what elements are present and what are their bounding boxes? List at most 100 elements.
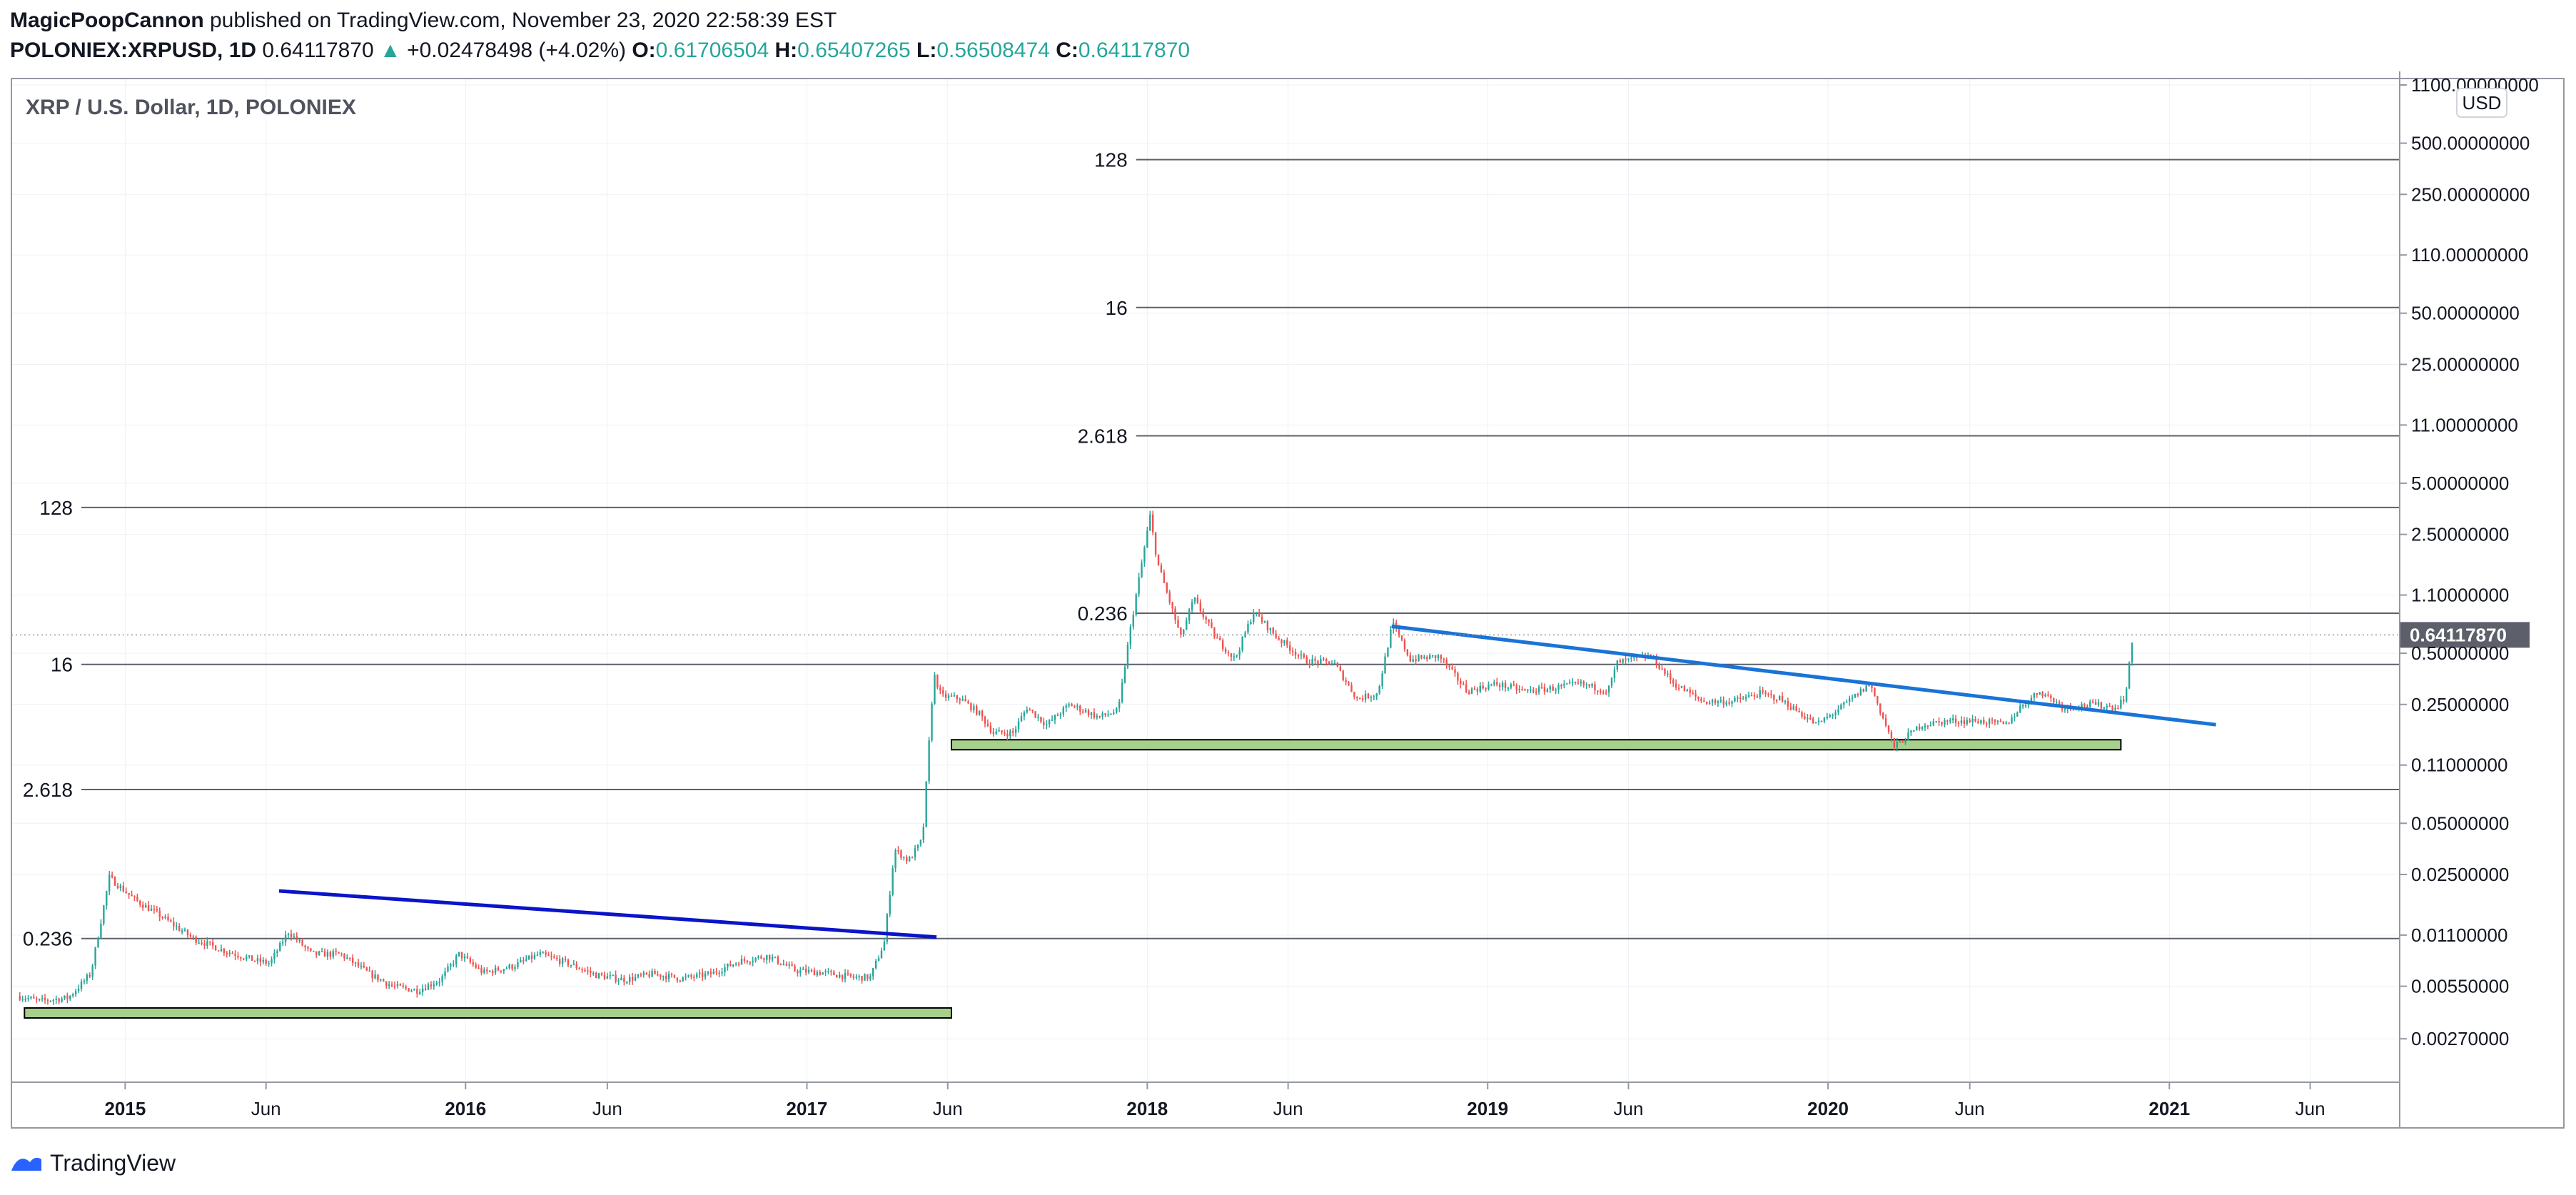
price-axis[interactable]: 1100.00000000500.00000000250.00000000110…: [2400, 74, 2539, 1049]
candle-body: [1275, 633, 1277, 638]
candle-body: [629, 977, 631, 982]
candle-body: [103, 905, 105, 924]
candle-body: [631, 977, 634, 981]
price-tick-label: 11.00000000: [2411, 414, 2518, 435]
candle-body: [1960, 720, 1963, 724]
time-tick-label: Jun: [1614, 1098, 1644, 1119]
candle-body: [1778, 696, 1781, 701]
candle-body: [1887, 725, 1890, 732]
close-value: 0.64117870: [1078, 39, 1191, 62]
candle-body: [240, 957, 242, 959]
candle-body: [1784, 701, 1787, 702]
candle-body: [1412, 659, 1414, 662]
candle-body: [2117, 707, 2119, 710]
currency-button[interactable]: USD: [2456, 88, 2507, 118]
candle-body: [1183, 630, 1185, 635]
candle-body: [1359, 697, 1361, 700]
candle-body: [654, 970, 656, 974]
candle-body: [419, 992, 421, 994]
candle-body: [2106, 705, 2108, 708]
price-chart[interactable]: 128 16 2.618 128 0.236 16 2.618 0.236 0.6411787…: [0, 0, 2576, 1142]
price-tick-label: 0.02500000: [2411, 864, 2509, 885]
candle-body: [460, 952, 463, 959]
candle-body: [1848, 698, 1851, 702]
candle-body: [472, 962, 474, 965]
candle-body: [1263, 621, 1266, 622]
candle-body: [1686, 690, 1689, 692]
candle-body: [665, 976, 667, 979]
candle-body: [785, 964, 787, 966]
candle-body: [1773, 695, 1775, 700]
candle-body: [1524, 689, 1526, 691]
candle-body: [181, 930, 183, 932]
candle-body: [1574, 682, 1577, 683]
candle-body: [1753, 695, 1756, 697]
time-axis[interactable]: 2015 Jun 2016 Jun 2017 Jun 2018 Jun 2019 Jun 2020 J…: [104, 1082, 2325, 1119]
candle-body: [939, 687, 941, 691]
footer[interactable]: TradingView: [10, 1145, 176, 1181]
candle-body: [934, 675, 936, 704]
candle-body: [1283, 640, 1286, 643]
candle-body: [1126, 644, 1129, 667]
candle-body: [660, 974, 662, 977]
candle-body: [925, 781, 927, 827]
candle-body: [475, 964, 477, 968]
candle-body: [609, 975, 611, 977]
candle-body: [1744, 696, 1747, 699]
candle-body: [1949, 720, 1951, 722]
candle-body: [1549, 686, 1551, 690]
candle-body: [480, 967, 483, 974]
last-price-line: 0.64117870: [11, 622, 2530, 648]
candle-body: [1143, 547, 1146, 563]
candle-body: [1884, 718, 1887, 726]
candle-body: [2097, 702, 2100, 705]
candle-body: [1566, 683, 1568, 685]
candle-body: [1387, 647, 1389, 657]
support-boxes: [24, 739, 2122, 1019]
candle-body: [1999, 720, 2002, 722]
candle-body: [246, 957, 248, 959]
candle-body: [1515, 685, 1517, 690]
grid-lines: [11, 79, 2400, 1082]
candle-body: [760, 956, 762, 959]
candle-body: [433, 984, 435, 987]
candle-body: [1613, 669, 1616, 679]
candle-body: [1851, 697, 1854, 699]
author-name[interactable]: MagicPoopCannon: [10, 9, 204, 32]
price-tick-label: 0.25000000: [2411, 694, 2509, 715]
candle-body: [1605, 692, 1607, 694]
candle-body: [380, 979, 382, 981]
candle-body: [1954, 718, 1957, 723]
candle-body: [173, 921, 175, 927]
candle-body: [234, 954, 236, 957]
candle-body: [100, 923, 102, 939]
candle-body: [1213, 627, 1216, 638]
time-tick-label: Jun: [251, 1098, 281, 1119]
candle-body: [1770, 694, 1772, 695]
price-tick-label: 0.05000000: [2411, 812, 2509, 834]
candle-body: [52, 999, 54, 1002]
candle-body: [704, 973, 707, 977]
candle-body: [164, 917, 166, 918]
candle-body: [1926, 725, 1929, 727]
candle-body: [223, 949, 226, 953]
candle-body: [1350, 685, 1353, 692]
candle-body: [1874, 687, 1876, 697]
candle-body: [1499, 685, 1501, 687]
candle-body: [1113, 712, 1115, 715]
candle-body: [273, 952, 276, 959]
candle-body: [953, 695, 956, 697]
candle-body: [2108, 705, 2111, 707]
candle-body: [1171, 602, 1173, 609]
candle-body: [861, 976, 863, 981]
candle-body: [816, 972, 819, 976]
candle-body: [281, 942, 284, 944]
time-tick-label: 2017: [787, 1098, 828, 1119]
candle-body: [1281, 640, 1283, 643]
candle-body: [852, 976, 854, 978]
candle-body: [371, 971, 373, 979]
candle-body: [1719, 700, 1722, 702]
candle-body: [670, 974, 673, 975]
candle-body: [802, 969, 804, 970]
candle-body: [1789, 707, 1792, 710]
